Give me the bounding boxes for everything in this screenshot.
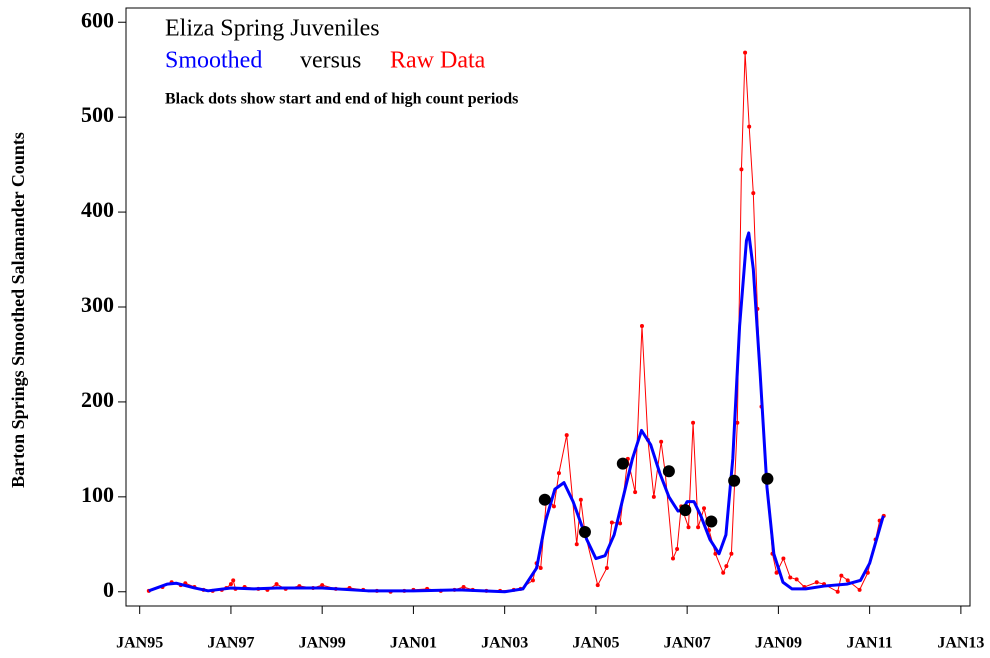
raw-point [839,573,844,578]
legend-smoothed: Smoothed [165,48,262,74]
y-tick-label: 600 [81,7,114,32]
high-count-dot [761,472,774,485]
high-count-dot [679,504,692,517]
y-tick-label: 400 [81,197,114,222]
y-tick-label: 200 [81,387,114,412]
raw-point [639,323,644,328]
raw-point [835,589,840,594]
raw-point [735,420,740,425]
raw-point [686,525,691,530]
raw-point [564,433,569,438]
raw-point [729,551,734,556]
raw-point [609,520,614,525]
raw-point [713,551,718,556]
y-tick-label: 300 [81,292,114,317]
raw-line [148,52,885,593]
raw-point [751,191,756,196]
x-tick-label: JAN03 [481,635,528,652]
raw-point [659,439,664,444]
raw-point [538,566,543,571]
x-tick-label: JAN95 [116,635,163,652]
x-tick-label: JAN99 [299,635,346,652]
x-tick-label: JAN01 [390,635,437,652]
x-tick-label: JAN07 [664,635,711,652]
raw-point [556,471,561,476]
raw-point [228,582,233,587]
raw-point [671,556,676,561]
y-tick-label: 0 [103,577,114,602]
high-count-dot [538,493,551,506]
raw-point [788,575,793,580]
raw-point [774,570,779,575]
high-count-dot [662,465,675,478]
raw-point [724,564,729,569]
note: Black dots show start and end of high co… [165,91,518,108]
raw-point [274,582,279,587]
raw-point [461,585,466,590]
high-count-dot [578,525,591,538]
raw-point [814,580,819,585]
raw-point [721,570,726,575]
high-count-dot [705,515,718,528]
raw-point [551,504,556,509]
raw-point [743,50,748,55]
legend-raw: Raw Data [390,48,486,74]
y-axis-label: Barton Springs Smoothed Salamander Count… [8,132,28,488]
chart-title: Eliza Spring Juveniles [165,16,380,42]
y-tick-label: 500 [81,102,114,127]
high-count-dot [616,457,629,470]
raw-point [865,570,870,575]
raw-point [702,506,707,511]
raw-point [595,583,600,588]
raw-point [675,547,680,552]
y-tick-label: 100 [81,482,114,507]
x-tick-label: JAN09 [755,635,802,652]
raw-point [231,578,236,583]
raw-point [747,124,752,129]
raw-point [633,490,638,495]
raw-point [574,542,579,547]
high-count-dot [728,474,741,487]
raw-point [651,494,656,499]
raw-point [857,587,862,592]
raw-point [691,420,696,425]
raw-point [604,566,609,571]
raw-point [578,497,583,502]
raw-point [739,167,744,172]
raw-point [845,578,850,583]
smoothed-line [148,231,885,594]
subtitle-join: versus [300,48,361,74]
x-tick-label: JAN97 [207,635,254,652]
x-tick-label: JAN05 [572,635,619,652]
x-tick-label: JAN13 [937,635,984,652]
raw-point [794,577,799,582]
raw-point [696,525,701,530]
raw-point [530,578,535,583]
raw-point [320,583,325,588]
raw-point [781,556,786,561]
raw-point [618,521,623,526]
x-tick-label: JAN11 [847,635,893,652]
